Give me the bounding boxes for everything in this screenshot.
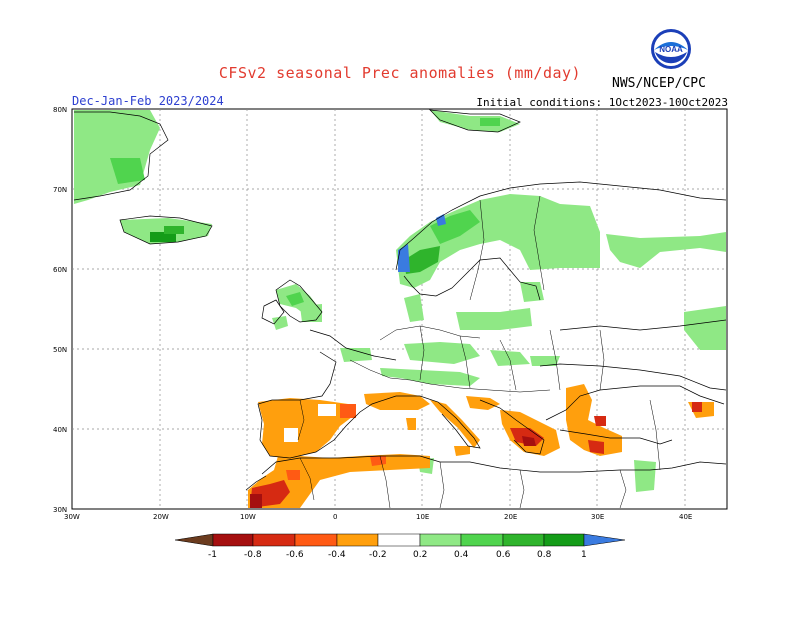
- colorbar-label-9: 1: [581, 550, 587, 560]
- lat-label-60n: 60N: [53, 266, 67, 274]
- lon-label-10e: 10E: [416, 513, 429, 521]
- colorbar-seg-8: [502, 533, 545, 547]
- lon-label-10w: 10W: [240, 513, 256, 521]
- colorbar-label-8: 0.8: [537, 550, 552, 560]
- colorbar: -1 -0.8 -0.6 -0.4 -0.2 0.2 0.4 0.6 0.8 1: [174, 533, 626, 560]
- svg-text:NOAA: NOAA: [659, 45, 683, 54]
- lat-label-80n: 80N: [53, 106, 67, 114]
- colorbar-label-2: -0.6: [286, 550, 304, 560]
- colorbar-label-7: 0.6: [496, 550, 511, 560]
- longitude-labels: 30W 20W 10W 0 10E 20E 30E 40E: [64, 513, 692, 521]
- lon-label-40e: 40E: [679, 513, 692, 521]
- chart-title: CFSv2 seasonal Prec anomalies (mm/day): [218, 64, 582, 82]
- colorbar-seg-0: [174, 533, 214, 547]
- colorbar-seg-6: [419, 533, 462, 547]
- season-label: Dec-Jan-Feb 2023/2024: [72, 94, 224, 108]
- lat-label-30n: 30N: [53, 506, 67, 514]
- colorbar-label-5: 0.2: [413, 550, 427, 560]
- colorbar-seg-2: [252, 533, 296, 547]
- lat-label-40n: 40N: [53, 426, 67, 434]
- positive-anomaly-areas: [74, 110, 726, 492]
- lon-label-0: 0: [333, 513, 337, 521]
- colorbar-label-3: -0.4: [328, 550, 346, 560]
- latitude-labels: 80N 70N 60N 50N 40N 30N: [53, 106, 67, 514]
- lat-label-70n: 70N: [53, 186, 67, 194]
- colorbar-seg-10: [583, 533, 626, 547]
- lat-label-50n: 50N: [53, 346, 67, 354]
- colorbar-seg-1: [212, 533, 254, 547]
- colorbar-seg-9: [543, 533, 585, 547]
- lon-label-20e: 20E: [504, 513, 517, 521]
- initial-conditions-label: Initial conditions: 1Oct2023-10Oct2023: [476, 96, 728, 109]
- map-frame: [71, 108, 728, 510]
- coastlines: [73, 109, 727, 491]
- colorbar-label-1: -0.8: [244, 550, 262, 560]
- noaa-logo: NOAA: [651, 29, 691, 69]
- colorbar-label-0: -1: [208, 550, 217, 560]
- colorbar-seg-3: [294, 533, 338, 547]
- colorbar-seg-4: [336, 533, 379, 547]
- agency-label: NWS/NCEP/CPC: [612, 76, 706, 91]
- colorbar-seg-7: [460, 533, 504, 547]
- lon-label-20w: 20W: [153, 513, 169, 521]
- lon-label-30e: 30E: [591, 513, 604, 521]
- lon-label-30w: 30W: [64, 513, 80, 521]
- colorbar-label-6: 0.4: [454, 550, 469, 560]
- colorbar-label-4: -0.2: [369, 550, 387, 560]
- country-borders: [297, 195, 661, 509]
- graticule: [72, 109, 727, 509]
- colorbar-seg-5: [377, 533, 421, 547]
